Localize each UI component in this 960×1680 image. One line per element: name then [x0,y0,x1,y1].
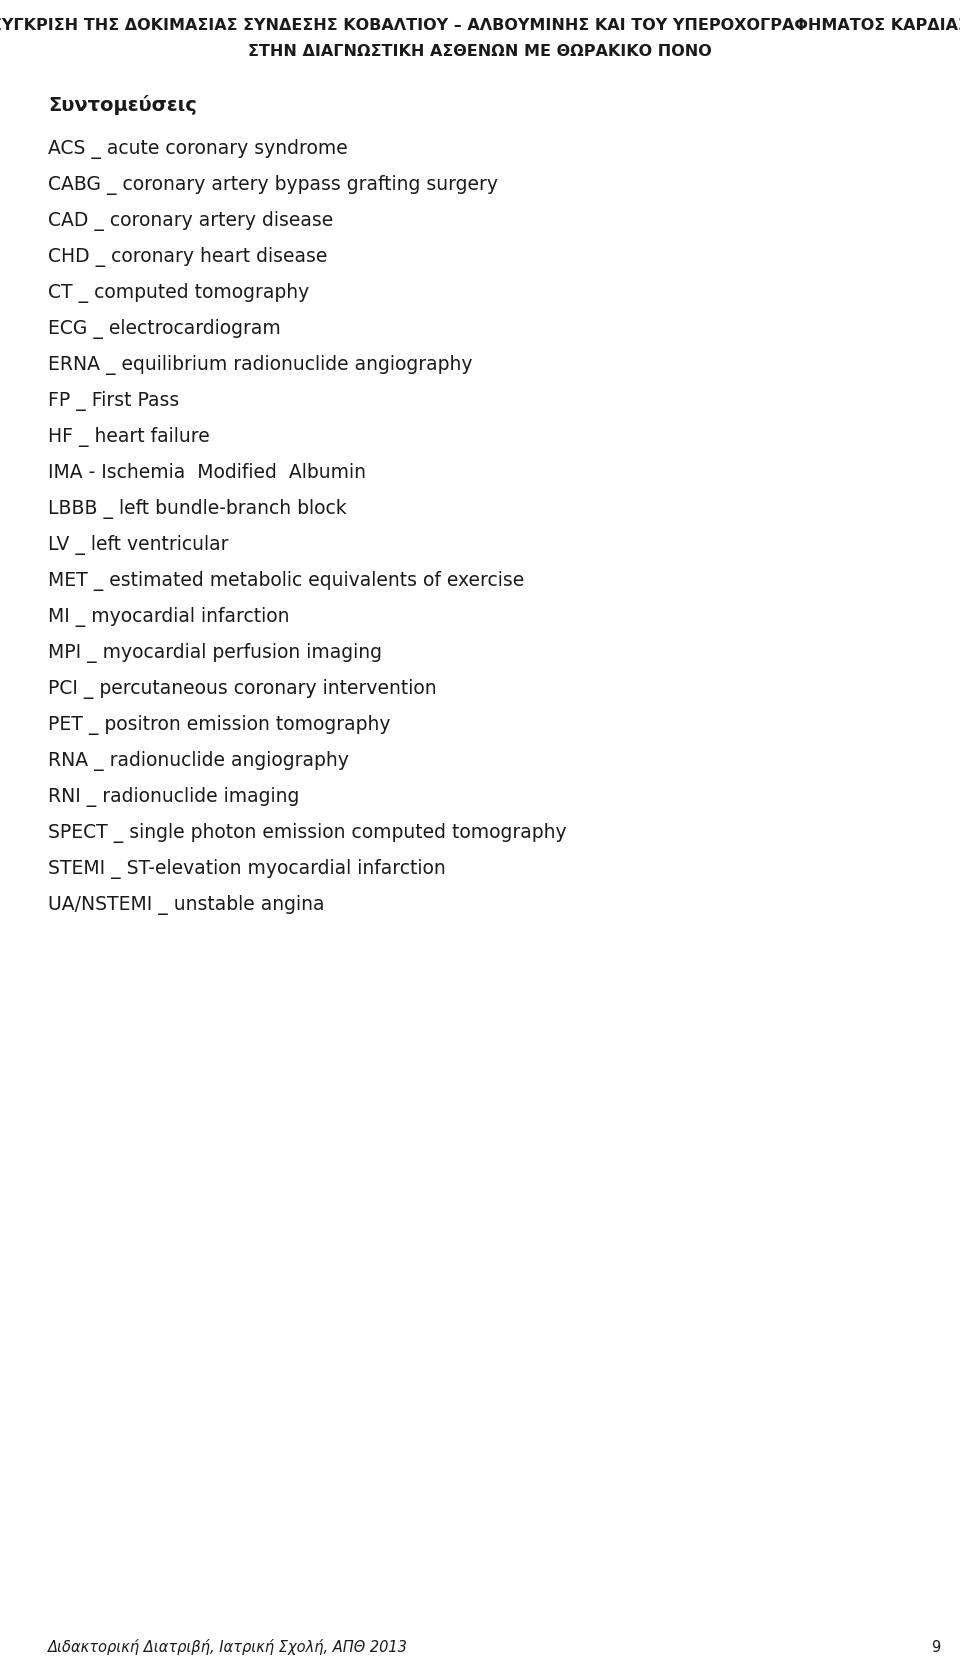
Text: STEMI _ ST-elevation myocardial infarction: STEMI _ ST-elevation myocardial infarcti… [48,858,445,879]
Text: CHD _ coronary heart disease: CHD _ coronary heart disease [48,247,327,267]
Text: RNA _ radionuclide angiography: RNA _ radionuclide angiography [48,751,348,771]
Text: CAD _ coronary artery disease: CAD _ coronary artery disease [48,212,333,230]
Text: Διδακτορική Διατριβή, Ιατρική Σχολή, ΑΠΘ 2013: Διδακτορική Διατριβή, Ιατρική Σχολή, ΑΠΘ… [48,1638,408,1655]
Text: MPI _ myocardial perfusion imaging: MPI _ myocardial perfusion imaging [48,643,382,662]
Text: PCI _ percutaneous coronary intervention: PCI _ percutaneous coronary intervention [48,679,437,699]
Text: FP _ First Pass: FP _ First Pass [48,391,180,410]
Text: PET _ positron emission tomography: PET _ positron emission tomography [48,714,391,734]
Text: MET _ estimated metabolic equivalents of exercise: MET _ estimated metabolic equivalents of… [48,571,524,591]
Text: 9: 9 [931,1640,940,1655]
Text: ΣΤΗΝ ΔΙΑΓΝΩΣΤΙΚΗ ΑΣΘΕΝΩΝ ΜΕ ΘΩΡΑΚΙΚΟ ΠΟΝΟ: ΣΤΗΝ ΔΙΑΓΝΩΣΤΙΚΗ ΑΣΘΕΝΩΝ ΜΕ ΘΩΡΑΚΙΚΟ ΠΟΝ… [248,44,712,59]
Text: ΣΥΓΚΡΙΣΗ ΤΗΣ ΔΟΚΙΜΑΣΙΑΣ ΣΥΝΔΕΣΗΣ ΚΟΒΑΛΤΙΟΥ – ΑΛΒΟΥΜΙΝΗΣ ΚΑΙ ΤΟΥ ΥΠΕΡΟΧΟΓΡΑΦΗΜΑΤΟ: ΣΥΓΚΡΙΣΗ ΤΗΣ ΔΟΚΙΜΑΣΙΑΣ ΣΥΝΔΕΣΗΣ ΚΟΒΑΛΤΙ… [0,18,960,34]
Text: LV _ left ventricular: LV _ left ventricular [48,534,228,554]
Text: MI _ myocardial infarction: MI _ myocardial infarction [48,606,290,627]
Text: HF _ heart failure: HF _ heart failure [48,427,209,447]
Text: Συντομεύσεις: Συντομεύσεις [48,96,197,114]
Text: LBBB _ left bundle-branch block: LBBB _ left bundle-branch block [48,499,347,519]
Text: CT _ computed tomography: CT _ computed tomography [48,282,309,302]
Text: UA/NSTEMI _ unstable angina: UA/NSTEMI _ unstable angina [48,894,324,914]
Text: RNI _ radionuclide imaging: RNI _ radionuclide imaging [48,786,300,806]
Text: ERNA _ equilibrium radionuclide angiography: ERNA _ equilibrium radionuclide angiogra… [48,354,472,375]
Text: CABG _ coronary artery bypass grafting surgery: CABG _ coronary artery bypass grafting s… [48,175,498,195]
Text: SPECT _ single photon emission computed tomography: SPECT _ single photon emission computed … [48,823,566,842]
Text: IMA - Ischemia  Modified  Albumin: IMA - Ischemia Modified Albumin [48,462,366,482]
Text: ECG _ electrocardiogram: ECG _ electrocardiogram [48,319,280,339]
Text: ACS _ acute coronary syndrome: ACS _ acute coronary syndrome [48,139,348,160]
